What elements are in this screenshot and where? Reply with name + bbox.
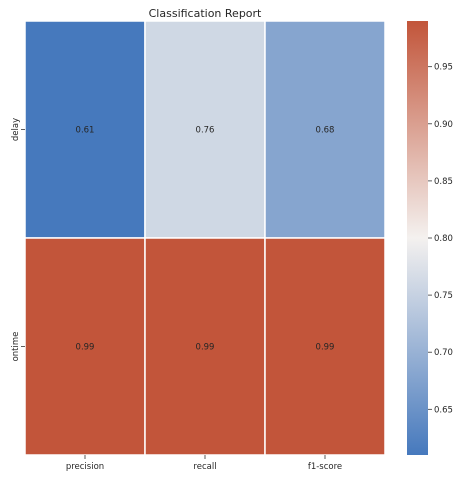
colorbar-tick-label: 0.90: [434, 120, 453, 130]
column-labels: precision recall f1-score: [66, 455, 342, 472]
colorbar-tick-label: 0.65: [434, 405, 453, 415]
cell-value-label: 0.99: [76, 343, 95, 353]
row-label: delay: [11, 118, 21, 141]
cell-value-label: 0.99: [316, 343, 335, 353]
colorbar-tick-label: 0.70: [434, 348, 453, 358]
colorbar-tick-label: 0.75: [434, 291, 453, 301]
cell-value-label: 0.61: [76, 126, 95, 136]
colorbar-tick-label: 0.80: [434, 234, 453, 244]
colorbar-tick-label: 0.95: [434, 63, 453, 73]
column-label: precision: [66, 462, 104, 472]
cell-value-label: 0.76: [196, 126, 215, 136]
heatmap-cell: [264, 20, 386, 239]
colorbar-tick-label: 0.85: [434, 177, 453, 187]
heatmap-cell: [144, 20, 266, 239]
colorbar: [407, 21, 428, 455]
cell-value-label: 0.68: [316, 126, 335, 136]
heatmap-cells: 0.61 0.76 0.68 0.99 0.99 0.99: [24, 20, 386, 456]
column-label: recall: [193, 462, 216, 472]
cell-value-label: 0.99: [196, 343, 215, 353]
chart-title: Classification Report: [149, 7, 262, 20]
heatmap-cell: [24, 20, 146, 239]
colorbar-ticks: 0.65 0.70 0.75 0.80 0.85 0.90 0.95: [428, 63, 453, 415]
column-label: f1-score: [308, 462, 342, 472]
row-labels: delay ontime: [11, 118, 25, 362]
heatmap-cell: [264, 237, 386, 456]
row-label: ontime: [11, 332, 21, 362]
heatmap-cell: [144, 237, 266, 456]
heatmap-cell: [24, 237, 146, 456]
